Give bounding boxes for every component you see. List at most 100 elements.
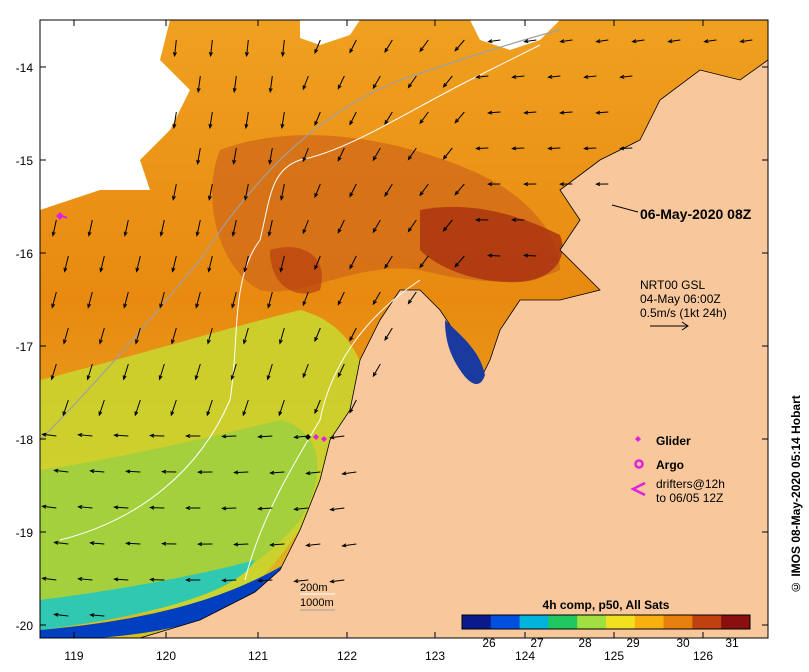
- current-vector: [207, 183, 213, 201]
- map-plot-area: [40, 20, 768, 638]
- current-vector: [442, 147, 453, 160]
- current-vector: [619, 146, 633, 151]
- current-vector: [113, 505, 129, 510]
- current-vector: [242, 399, 249, 417]
- current-vector: [547, 146, 561, 151]
- current-vector: [314, 183, 321, 199]
- sst-colorbar: 4h comp, p50, All Sats 26 27 28 29 30 31: [461, 598, 751, 650]
- current-vector: [454, 39, 465, 52]
- current-vector: [454, 183, 465, 196]
- current-vector: [329, 435, 345, 440]
- current-vector: [171, 183, 177, 201]
- date-pointer-line: [611, 204, 639, 213]
- current-vector: [407, 219, 417, 233]
- current-vector: [279, 255, 285, 273]
- current-vector: [207, 255, 213, 273]
- colorbar-tick-label: 31: [725, 636, 739, 650]
- current-vector: [77, 433, 93, 438]
- current-vector: [475, 74, 489, 79]
- axis-ticks: [40, 20, 768, 638]
- current-vector: [149, 505, 165, 510]
- glider-legend-label: Glider: [656, 434, 691, 448]
- current-vector: [195, 291, 201, 309]
- current-vector: [170, 399, 177, 417]
- current-vector: [196, 147, 201, 166]
- current-vector: [384, 327, 393, 342]
- current-vector: [454, 255, 465, 268]
- current-vector: [372, 75, 381, 90]
- current-vector: [232, 147, 237, 166]
- current-vector: [547, 74, 561, 79]
- glider-marker: [321, 436, 327, 442]
- lon-tick-label: 119: [64, 649, 83, 663]
- current-vector: [242, 327, 249, 345]
- argo-marker-icon: [634, 459, 644, 469]
- current-model-label: NRT00 GSL: [640, 278, 705, 292]
- current-vector: [454, 111, 465, 124]
- current-vector: [206, 327, 213, 345]
- current-vector: [349, 111, 357, 126]
- current-vector: [559, 110, 573, 115]
- current-vector: [739, 39, 753, 44]
- current-vector: [372, 219, 381, 234]
- current-vector: [278, 399, 285, 417]
- current-vector: [487, 182, 501, 187]
- current-vector: [349, 399, 357, 414]
- current-vector: [595, 110, 609, 115]
- current-vector: [53, 612, 69, 617]
- current-vector: [87, 219, 93, 237]
- current-vector: [230, 363, 237, 381]
- nodata-region-north: [300, 20, 360, 45]
- lon-tick-label: 126: [693, 649, 713, 663]
- current-vector: [419, 255, 429, 269]
- current-vector: [595, 182, 609, 187]
- isobath-200m-inner: [244, 279, 421, 581]
- current-vector: [50, 363, 57, 381]
- current-vector: [442, 219, 453, 232]
- nodata-region-west: [40, 20, 190, 210]
- current-vector: [511, 146, 525, 151]
- current-vector: [267, 219, 273, 237]
- colorbar-tick-label: 29: [626, 636, 640, 650]
- current-vector: [161, 541, 177, 546]
- current-vector: [267, 291, 273, 309]
- platform-markers: [56, 212, 327, 442]
- current-vector: [172, 39, 177, 58]
- current-vector: [305, 543, 321, 548]
- current-vector: [53, 468, 69, 473]
- current-vector: [266, 363, 273, 381]
- current-vector: [62, 327, 69, 345]
- current-vector: [487, 253, 501, 258]
- current-vector: [123, 219, 129, 237]
- current-vector: [86, 363, 93, 381]
- current-vector: [302, 291, 309, 307]
- current-vectors: [41, 39, 753, 618]
- colorbar-tick-label: 26: [482, 636, 496, 650]
- current-vector: [63, 255, 69, 273]
- lat-tick-label: -15: [16, 154, 34, 168]
- current-vector: [134, 327, 141, 345]
- current-vector: [159, 291, 165, 309]
- current-vector: [337, 147, 345, 162]
- current-vector: [113, 433, 129, 438]
- current-vector: [419, 39, 429, 53]
- colorbar-frame: [461, 614, 751, 630]
- nodata-region-northeast: [470, 20, 560, 50]
- current-vector: [419, 183, 429, 197]
- drifter-legend-label: drifters@12h: [656, 477, 725, 491]
- current-vector: [158, 363, 165, 381]
- current-vector: [384, 111, 393, 126]
- argo-legend-label: Argo: [656, 458, 684, 472]
- current-scale-arrowhead: [681, 321, 689, 331]
- current-vector: [149, 433, 165, 438]
- current-vector: [314, 39, 321, 55]
- colorbar-tick-label: 28: [578, 636, 592, 650]
- colorbar-tick-label: 27: [530, 636, 544, 650]
- current-vector: [185, 433, 201, 439]
- current-vector: [384, 183, 393, 198]
- current-vector: [170, 327, 177, 345]
- current-vector: [221, 506, 237, 511]
- current-vector: [51, 219, 57, 237]
- current-vector: [341, 543, 357, 548]
- lon-tick-label: 122: [337, 649, 357, 663]
